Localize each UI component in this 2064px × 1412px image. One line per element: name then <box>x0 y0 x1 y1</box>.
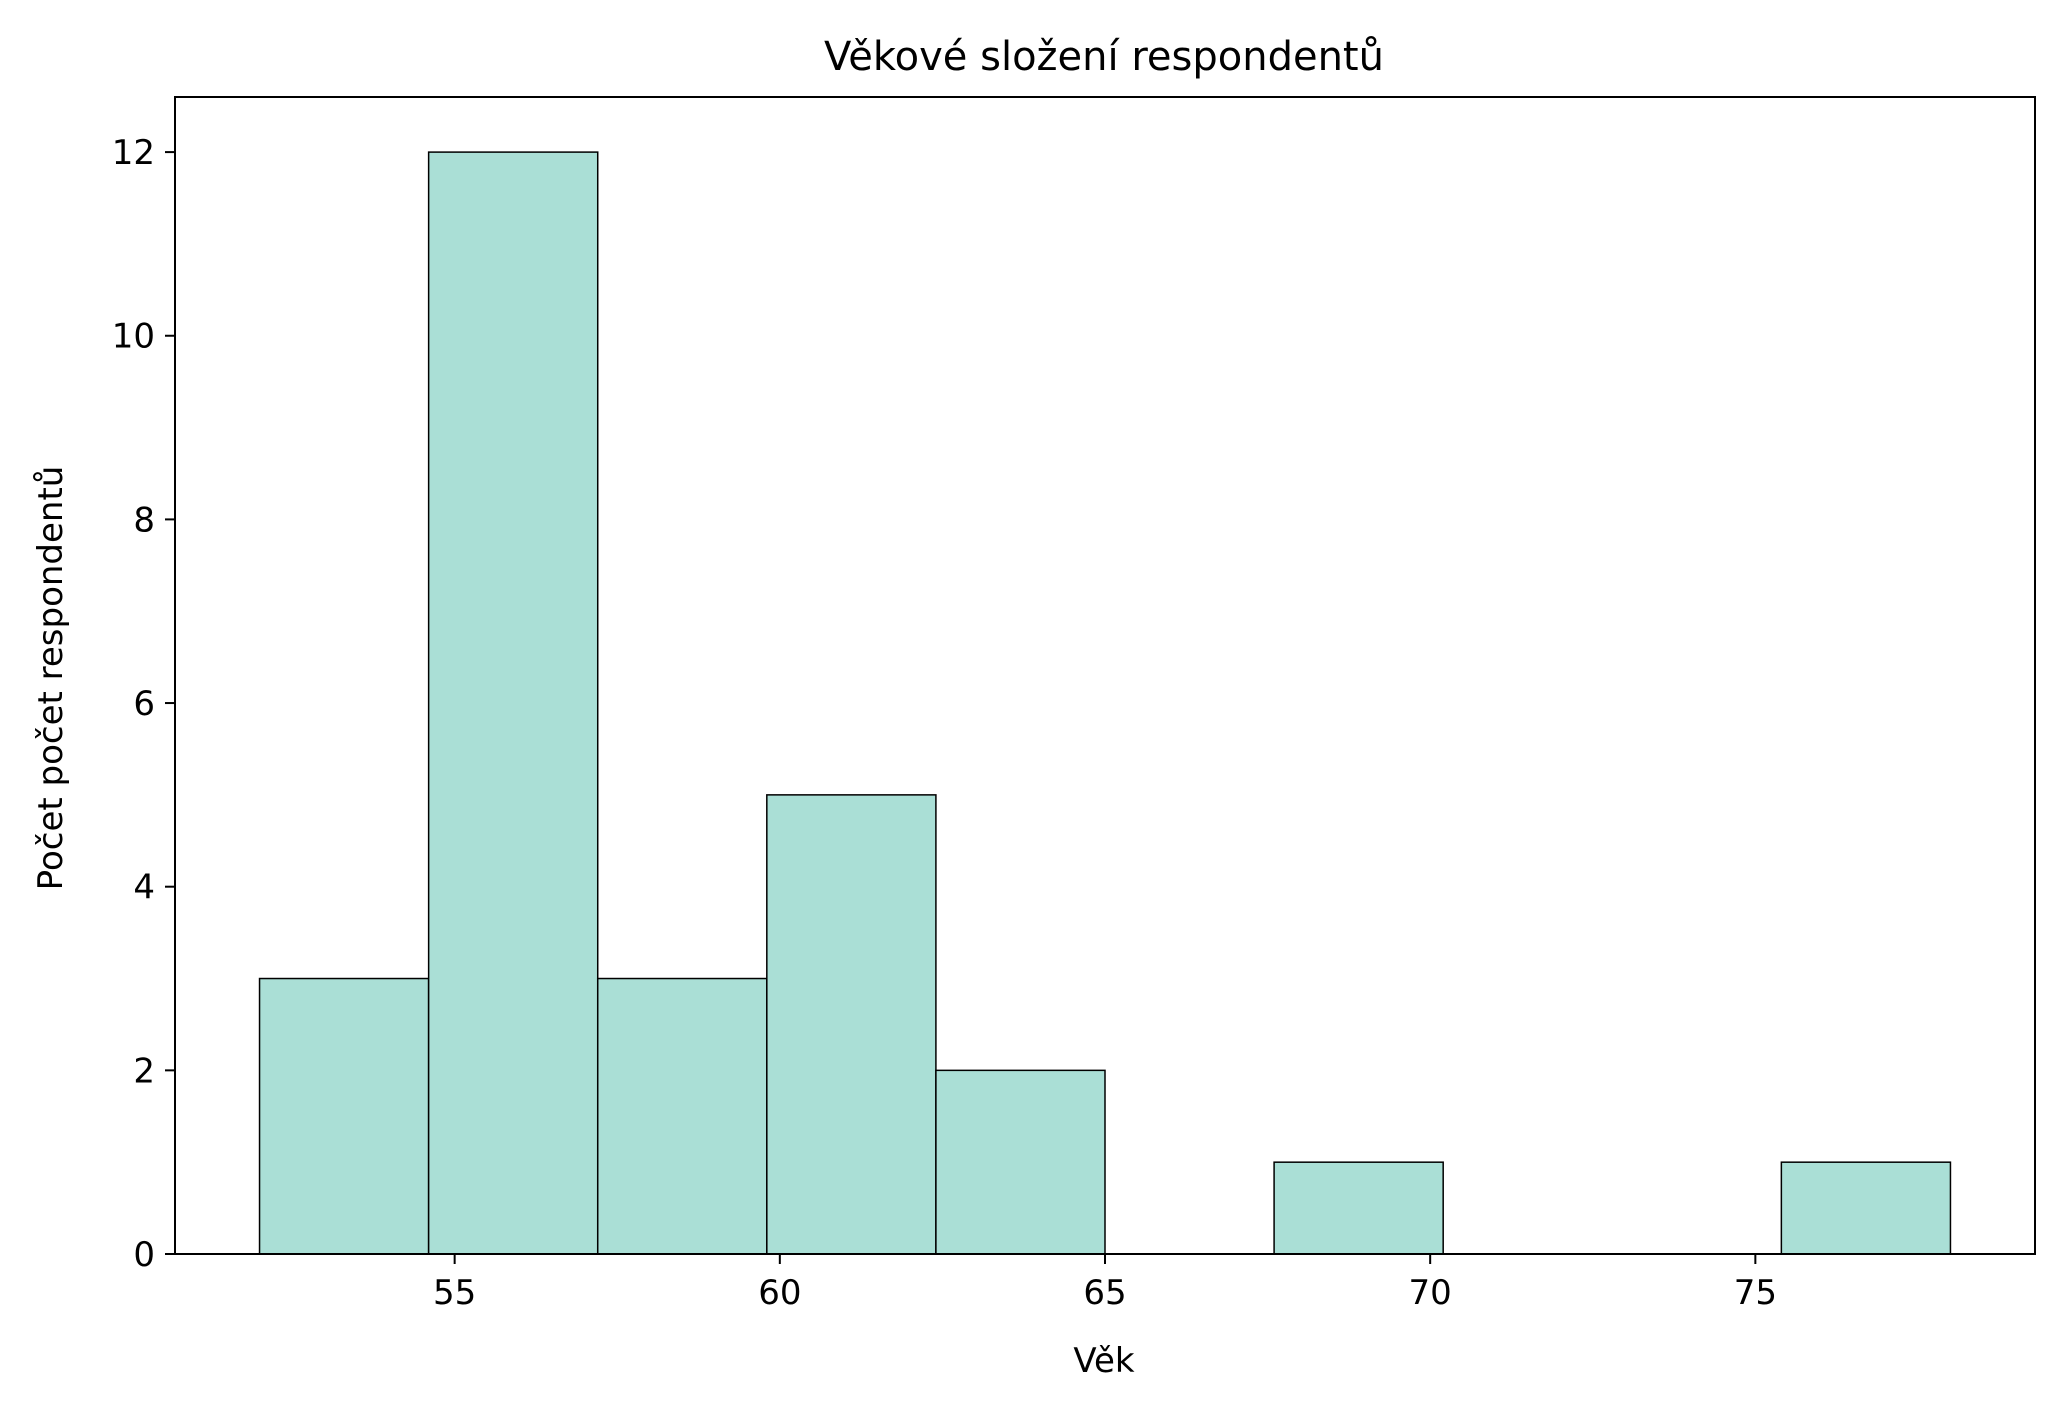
y-tick-label-1: 2 <box>133 1051 155 1091</box>
plot-frame <box>174 96 2036 1255</box>
x-axis-label: Věk <box>1073 1341 1135 1381</box>
y-tick-label-3: 6 <box>133 684 155 724</box>
chart-title: Věkové složení respondentů <box>824 34 1384 80</box>
x-tick-label-0: 55 <box>433 1273 476 1313</box>
histogram-bar-6 <box>1273 1161 1444 1255</box>
histogram-bar-4 <box>935 1069 1106 1255</box>
y-tick-label-5: 10 <box>112 317 155 357</box>
y-tick-label-6: 12 <box>112 133 155 173</box>
histogram-bar-1 <box>427 151 599 1255</box>
x-tick-label-4: 75 <box>1734 1273 1777 1313</box>
x-tick-label-3: 70 <box>1409 1273 1452 1313</box>
histogram-bar-9 <box>1780 1161 1952 1255</box>
y-axis-label: Počet počet respondentů <box>31 466 71 891</box>
bars-group <box>258 151 1952 1255</box>
histogram-bar-3 <box>766 794 937 1255</box>
histogram-bar-0 <box>258 977 430 1255</box>
histogram-bar-2 <box>596 977 768 1255</box>
y-tick-label-4: 8 <box>133 500 155 540</box>
x-tick-label-2: 65 <box>1083 1273 1126 1313</box>
y-ticks-group: 0 2 4 6 8 10 12 <box>112 133 175 1275</box>
y-tick-label-0: 0 <box>133 1235 155 1275</box>
x-ticks-group: 55 60 65 70 75 <box>433 1254 1777 1313</box>
y-tick-label-2: 4 <box>133 868 155 908</box>
x-tick-label-1: 60 <box>758 1273 801 1313</box>
